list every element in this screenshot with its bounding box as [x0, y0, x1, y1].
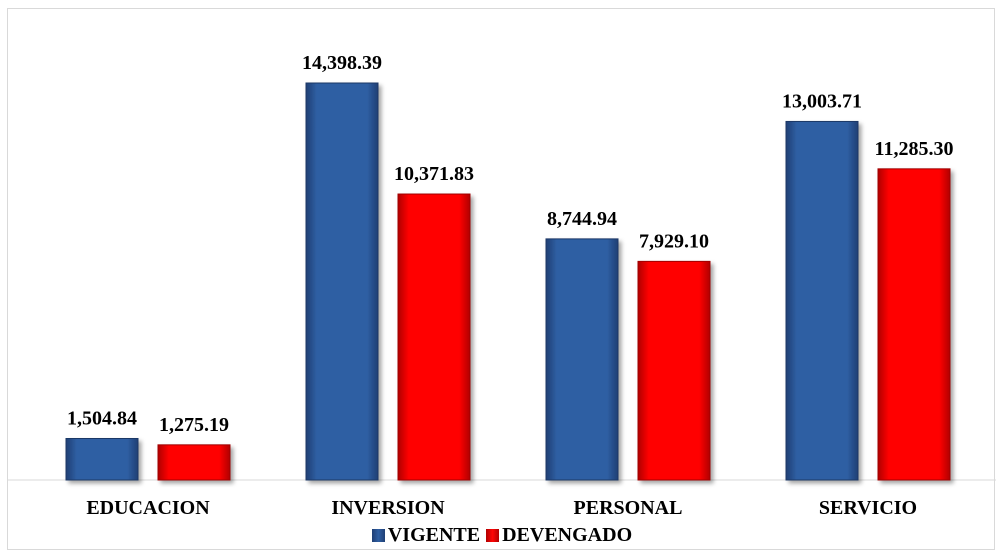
legend-label-vigente: VIGENTE	[387, 524, 481, 546]
bar-devengado-personal	[637, 260, 711, 481]
bar-devengado-servicio	[877, 168, 951, 481]
legend-item-devengado: DEVENGADO	[486, 524, 632, 547]
legend: VIGENTE DEVENGADO	[0, 524, 1004, 547]
value-label-devengado-inversion: 10,371.83	[394, 163, 474, 185]
value-label-devengado-servicio: 11,285.30	[875, 138, 954, 160]
value-label-devengado-personal: 7,929.10	[639, 230, 709, 252]
bar-devengado-educacion	[157, 444, 231, 481]
bar-devengado-inversion	[397, 193, 471, 481]
legend-swatch-vigente	[371, 529, 385, 542]
legend-label-devengado: DEVENGADO	[502, 524, 633, 546]
value-label-vigente-educacion: 1,504.84	[67, 408, 137, 430]
value-label-devengado-educacion: 1,275.19	[159, 414, 229, 436]
bar-vigente-servicio	[785, 120, 859, 481]
category-label-servicio: SERVICIO	[819, 497, 917, 519]
value-labels-group: 1,504.84 1,275.19 14,398.39 10,371.83 8,744.…	[67, 52, 953, 436]
value-label-vigente-personal: 8,744.94	[547, 208, 617, 230]
category-labels-group: EDUCACION INVERSION PERSONAL SERVICIO	[86, 497, 917, 519]
category-label-inversion: INVERSION	[331, 497, 445, 519]
legend-item-vigente: VIGENTE	[371, 524, 481, 547]
category-label-personal: PERSONAL	[574, 497, 683, 519]
bar-chart: 1,504.84 1,275.19 14,398.39 10,371.83 8,744.…	[8, 52, 996, 519]
bar-vigente-inversion	[305, 82, 379, 481]
bar-vigente-personal	[545, 238, 619, 481]
category-label-educacion: EDUCACION	[86, 497, 210, 519]
legend-swatch-devengado	[486, 529, 500, 542]
value-label-vigente-inversion: 14,398.39	[302, 52, 382, 74]
bars-group	[65, 82, 951, 481]
value-label-vigente-servicio: 13,003.71	[782, 90, 862, 112]
bar-vigente-educacion	[65, 438, 139, 481]
